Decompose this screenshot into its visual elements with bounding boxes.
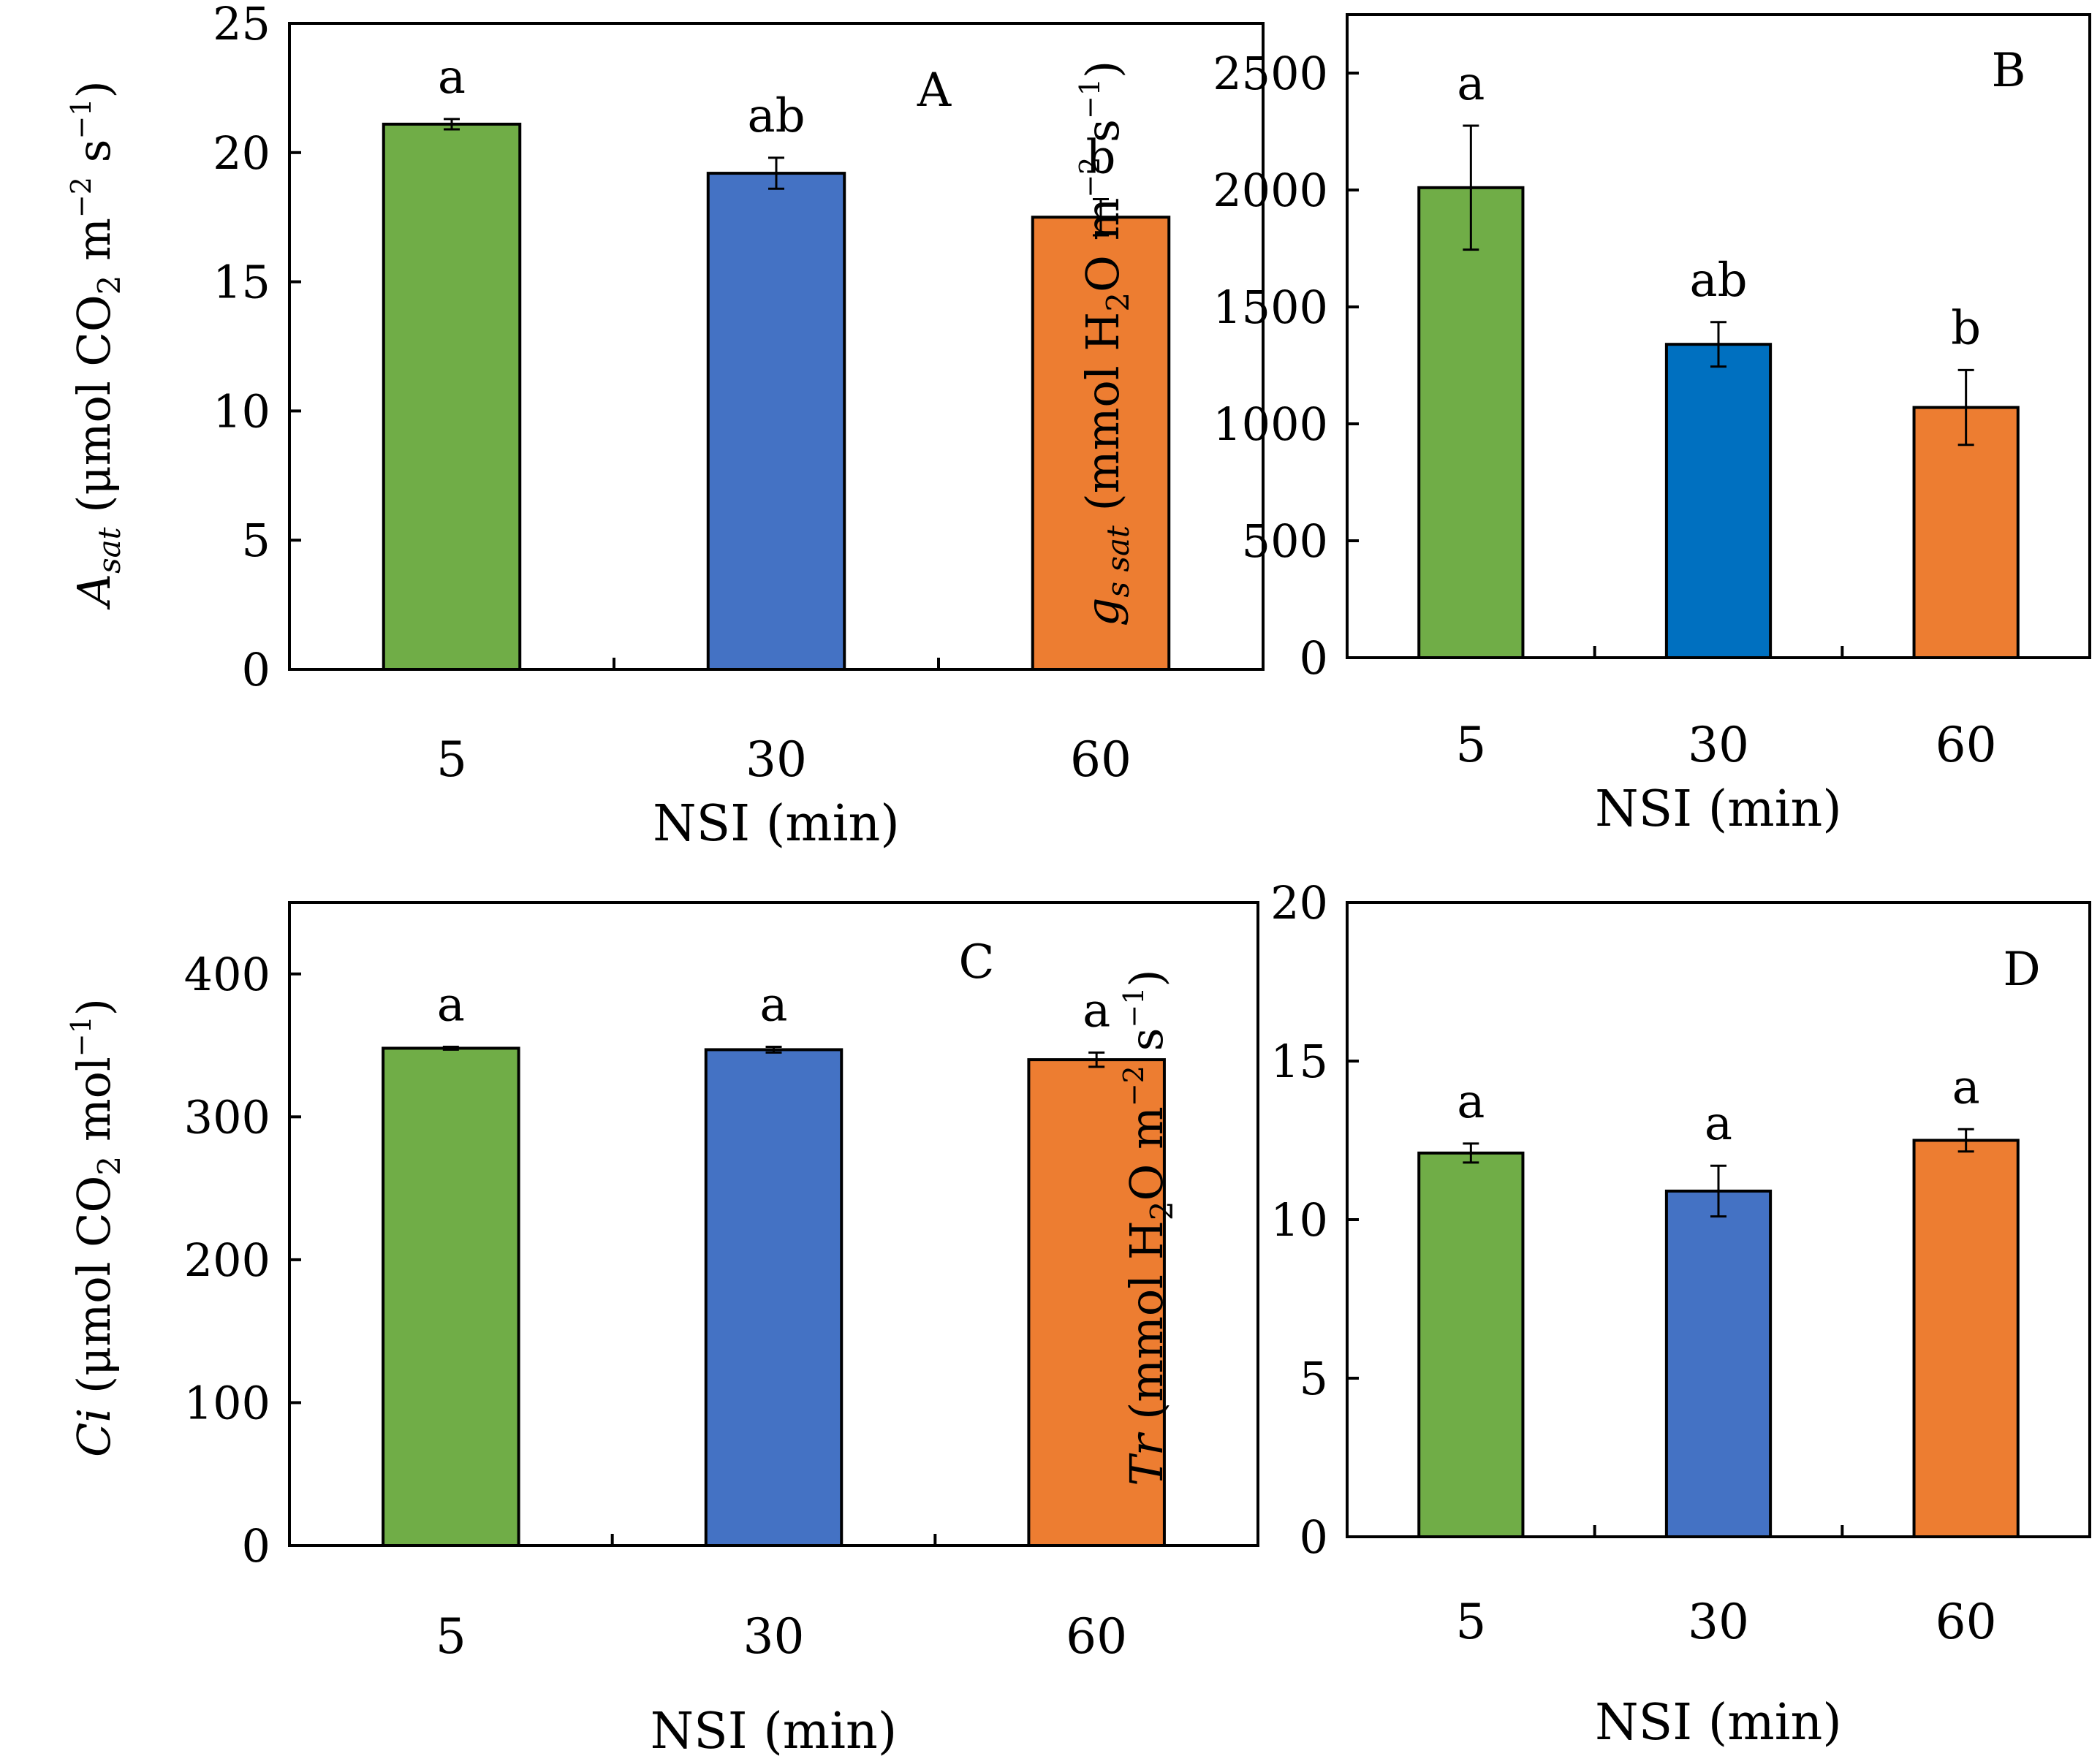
panel-letter: B <box>1991 44 2025 98</box>
bar-30 <box>1664 1189 1773 1538</box>
y-tick-label: 0 <box>242 1519 270 1573</box>
x-category-label: 30 <box>746 731 807 788</box>
y-tick-label: 300 <box>184 1090 270 1144</box>
bar-60 <box>1912 406 2020 659</box>
chart-panel-b: 0 500 1000 1500 2000 2500 a 5 ab 30 b 60 B NSI (min) g… <box>1074 13 2091 838</box>
y-tick-label: 0 <box>1300 1510 1328 1564</box>
bar-5 <box>1417 1151 1525 1538</box>
significance-letter: ab <box>1689 254 1747 308</box>
x-axis-title: NSI (min) <box>653 795 900 853</box>
bar-5 <box>382 122 522 672</box>
panel-letter: D <box>2003 943 2040 997</box>
y-tick-label: 400 <box>184 948 270 1001</box>
significance-letter: a <box>1457 1075 1485 1129</box>
y-tick-label: 200 <box>184 1234 270 1287</box>
y-tick-label: 25 <box>213 0 270 50</box>
x-category-label: 30 <box>743 1608 805 1665</box>
y-tick-label: 20 <box>213 126 270 180</box>
y-tick-label: 0 <box>1300 631 1328 685</box>
significance-letter: ab <box>747 89 805 143</box>
y-tick-label: 100 <box>184 1376 270 1429</box>
significance-letter: a <box>1952 1060 1980 1114</box>
y-tick-label: 5 <box>1300 1352 1328 1405</box>
y-axis-title: gs sat (mmol H2O m−2 s−1) <box>1074 61 1136 626</box>
chart-panel-a: 0 5 10 15 20 25 a 5 ab 30 b 60 A NSI (min) Asat (μmol … <box>65 0 1265 853</box>
y-tick-label: 2500 <box>1213 47 1328 100</box>
significance-letter: a <box>1705 1097 1732 1151</box>
y-tick-label: 0 <box>242 643 270 696</box>
x-category-label: 60 <box>1070 731 1132 788</box>
y-tick-label: 20 <box>1270 876 1328 930</box>
y-tick-label: 15 <box>1270 1035 1328 1088</box>
y-tick-label: 2000 <box>1213 164 1328 217</box>
bar-60 <box>1031 216 1171 671</box>
significance-letter: a <box>437 978 465 1033</box>
y-axis-title: Asat (μmol CO2 m−2 s−1) <box>65 80 127 609</box>
x-category-label: 60 <box>1936 1594 1997 1650</box>
significance-letter: b <box>1086 130 1116 184</box>
bar-30 <box>706 172 846 671</box>
panel-letter: C <box>959 935 995 989</box>
bar-60 <box>1027 1058 1166 1547</box>
significance-letter: a <box>1083 984 1110 1038</box>
y-tick-label: 10 <box>213 384 270 438</box>
bar-30 <box>1664 343 1773 659</box>
x-category-label: 30 <box>1688 717 1749 773</box>
y-axis-title: Ci (μmol CO2 mol−1) <box>65 998 127 1457</box>
x-category-label: 30 <box>1688 1594 1749 1650</box>
x-category-label: 5 <box>1455 717 1486 773</box>
bar-30 <box>704 1048 844 1547</box>
x-axis-title: NSI (min) <box>1595 780 1842 838</box>
y-tick-label: 1500 <box>1213 281 1328 334</box>
x-category-label: 60 <box>1936 717 1997 773</box>
y-tick-label: 15 <box>213 256 270 309</box>
bar-5 <box>382 1046 520 1547</box>
y-tick-label: 1000 <box>1213 398 1328 451</box>
y-tick-label: 5 <box>242 514 270 567</box>
y-tick-label: 10 <box>1270 1193 1328 1247</box>
x-axis-title: NSI (min) <box>651 1703 898 1756</box>
panel-letter: A <box>917 64 952 118</box>
bar-5 <box>1417 186 1525 659</box>
x-category-label: 5 <box>436 731 467 788</box>
x-axis-title: NSI (min) <box>1595 1694 1842 1752</box>
x-category-label: 5 <box>436 1608 466 1665</box>
significance-letter: b <box>1951 301 1981 355</box>
significance-letter: a <box>1457 57 1485 111</box>
chart-panel-d: 0 5 10 15 20 a 5 a 30 a 60 D NSI (min) Tr (mmol H2O m… <box>1118 876 2091 1752</box>
y-axis-title: Tr (mmol H2O m−2 s−1) <box>1118 969 1180 1486</box>
chart-panel-c: 0 100 200 300 400 a 5 a 30 a 60 C NSI (min) Ci (μmol … <box>65 901 1259 1756</box>
x-category-label: 5 <box>1455 1594 1486 1650</box>
significance-letter: a <box>438 50 466 104</box>
significance-letter: a <box>759 978 787 1033</box>
bar-60 <box>1912 1139 2020 1538</box>
x-category-label: 60 <box>1066 1608 1127 1665</box>
y-tick-label: 500 <box>1242 514 1328 568</box>
